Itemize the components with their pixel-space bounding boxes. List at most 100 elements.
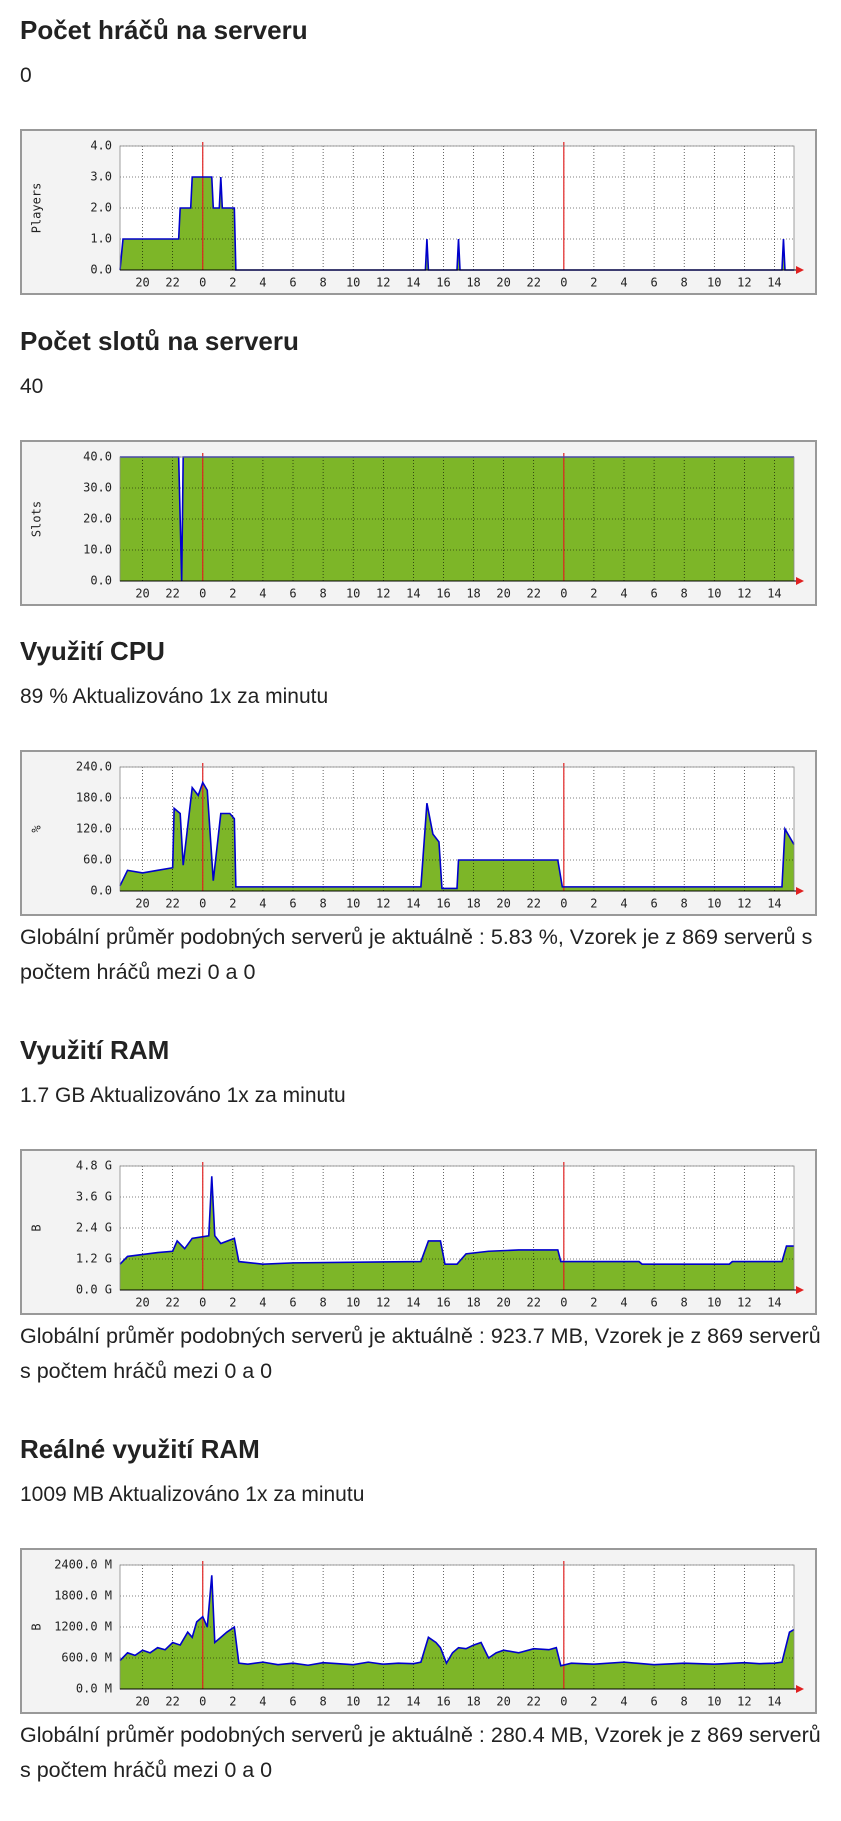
x-tick-label: 20 bbox=[135, 1695, 149, 1709]
x-tick-label: 18 bbox=[466, 897, 480, 911]
x-tick-label: 0 bbox=[560, 897, 567, 911]
section-heading: Využití RAM bbox=[20, 1035, 170, 1065]
chart: 20 22 0 2 4 6 8 10 12 14 16 18 20 22 0 2 4 6 8 10 12 14 0.0 60.… bbox=[20, 750, 817, 916]
x-tick-label: 22 bbox=[165, 1296, 179, 1310]
y-tick-label: 4.8 G bbox=[76, 1159, 112, 1173]
series-line bbox=[119, 1176, 794, 1265]
section-heading: Počet slotů na serveru bbox=[20, 326, 299, 356]
x-tick-label: 18 bbox=[466, 587, 480, 601]
area-fill bbox=[120, 1575, 794, 1689]
x-tick-label: 14 bbox=[406, 1296, 420, 1310]
x-tick-label: 10 bbox=[707, 276, 721, 290]
x-tick-label: 12 bbox=[737, 587, 751, 601]
x-tick-label: 22 bbox=[527, 897, 541, 911]
x-tick-label: 0 bbox=[560, 276, 567, 290]
x-tick-label: 6 bbox=[289, 1296, 296, 1310]
x-tick-label: 10 bbox=[346, 587, 360, 601]
x-tick-label: 4 bbox=[259, 1695, 266, 1709]
x-tick-label: 10 bbox=[346, 897, 360, 911]
x-tick-label: 10 bbox=[707, 897, 721, 911]
y-tick-label: 1.2 G bbox=[76, 1252, 112, 1266]
y-tick-label: 3.0 bbox=[90, 170, 112, 184]
x-tick-label: 14 bbox=[406, 897, 420, 911]
global-average-note: Globální průměr podobných serverů je akt… bbox=[20, 925, 813, 984]
section-heading: Využití CPU bbox=[20, 636, 165, 666]
current-value: 40 bbox=[20, 375, 44, 398]
y-tick-label: 240.0 bbox=[76, 760, 112, 774]
axis-arrow bbox=[796, 577, 804, 585]
current-value: 0 bbox=[20, 64, 32, 87]
y-axis-label: Slots bbox=[30, 501, 44, 537]
y-tick-label: 4.0 bbox=[90, 139, 112, 153]
x-tick-label: 4 bbox=[259, 587, 266, 601]
x-tick-label: 2 bbox=[229, 1695, 236, 1709]
x-tick-label: 14 bbox=[767, 897, 781, 911]
x-tick-label: 20 bbox=[135, 1296, 149, 1310]
x-tick-label: 12 bbox=[737, 1695, 751, 1709]
section-heading: Reálné využití RAM bbox=[20, 1434, 260, 1464]
x-tick-label: 18 bbox=[466, 1296, 480, 1310]
y-tick-label: 0.0 bbox=[90, 263, 112, 277]
x-tick-label: 2 bbox=[229, 276, 236, 290]
global-average-note: Globální průměr podobných serverů je akt… bbox=[20, 1723, 821, 1782]
x-tick-label: 0 bbox=[560, 587, 567, 601]
x-tick-label: 0 bbox=[560, 1695, 567, 1709]
x-tick-label: 12 bbox=[737, 276, 751, 290]
y-tick-label: 1200.0 M bbox=[54, 1620, 112, 1634]
x-tick-label: 12 bbox=[376, 1296, 390, 1310]
x-tick-label: 4 bbox=[620, 1695, 627, 1709]
x-tick-label: 16 bbox=[436, 1695, 450, 1709]
x-tick-label: 8 bbox=[319, 1296, 326, 1310]
x-tick-label: 12 bbox=[737, 1296, 751, 1310]
x-tick-label: 14 bbox=[406, 276, 420, 290]
x-tick-label: 8 bbox=[681, 587, 688, 601]
x-tick-label: 0 bbox=[560, 1296, 567, 1310]
x-tick-label: 16 bbox=[436, 897, 450, 911]
x-tick-label: 4 bbox=[620, 587, 627, 601]
x-tick-label: 20 bbox=[496, 587, 510, 601]
y-tick-label: 10.0 bbox=[83, 543, 112, 557]
x-tick-label: 8 bbox=[681, 1695, 688, 1709]
y-tick-label: 1.0 bbox=[90, 232, 112, 246]
x-tick-label: 10 bbox=[346, 1695, 360, 1709]
x-tick-label: 14 bbox=[767, 1695, 781, 1709]
x-tick-label: 20 bbox=[496, 1695, 510, 1709]
x-tick-label: 10 bbox=[707, 1695, 721, 1709]
x-tick-label: 0 bbox=[199, 276, 206, 290]
x-tick-label: 0 bbox=[199, 1695, 206, 1709]
x-tick-label: 22 bbox=[165, 276, 179, 290]
x-tick-label: 16 bbox=[436, 1296, 450, 1310]
current-value: 89 % Aktualizováno 1x za minutu bbox=[20, 685, 329, 708]
x-tick-label: 6 bbox=[289, 1695, 296, 1709]
axis-arrow bbox=[796, 887, 804, 895]
x-tick-label: 2 bbox=[590, 587, 597, 601]
x-tick-label: 22 bbox=[527, 276, 541, 290]
x-tick-label: 4 bbox=[620, 897, 627, 911]
x-tick-label: 18 bbox=[466, 1695, 480, 1709]
series-line bbox=[119, 780, 795, 890]
x-tick-label: 2 bbox=[590, 1296, 597, 1310]
y-tick-label: 2.4 G bbox=[76, 1221, 112, 1235]
y-tick-label: 0.0 G bbox=[76, 1283, 112, 1297]
x-tick-label: 8 bbox=[319, 276, 326, 290]
global-average-note: Globální průměr podobných serverů je akt… bbox=[20, 1324, 821, 1383]
x-tick-label: 8 bbox=[681, 276, 688, 290]
x-tick-label: 6 bbox=[650, 276, 657, 290]
y-tick-label: 2.0 bbox=[90, 201, 112, 215]
x-tick-label: 2 bbox=[590, 276, 597, 290]
x-tick-label: 22 bbox=[527, 587, 541, 601]
x-tick-label: 6 bbox=[650, 1296, 657, 1310]
y-axis-label: % bbox=[30, 825, 44, 833]
x-tick-label: 16 bbox=[436, 276, 450, 290]
chart: 20 22 0 2 4 6 8 10 12 14 16 18 20 22 0 2 4 6 8 10 12 14 0.0 1.0… bbox=[20, 129, 817, 295]
x-tick-label: 8 bbox=[681, 897, 688, 911]
x-tick-label: 18 bbox=[466, 276, 480, 290]
chart: 20 22 0 2 4 6 8 10 12 14 16 18 20 22 0 2 4 6 8 10 12 14 0.0 G 1… bbox=[20, 1149, 817, 1315]
x-tick-label: 22 bbox=[165, 897, 179, 911]
axis-arrow bbox=[796, 1685, 804, 1693]
axis-arrow bbox=[796, 1286, 804, 1294]
x-tick-label: 12 bbox=[376, 1695, 390, 1709]
x-tick-label: 2 bbox=[229, 897, 236, 911]
y-tick-label: 40.0 bbox=[83, 450, 112, 464]
